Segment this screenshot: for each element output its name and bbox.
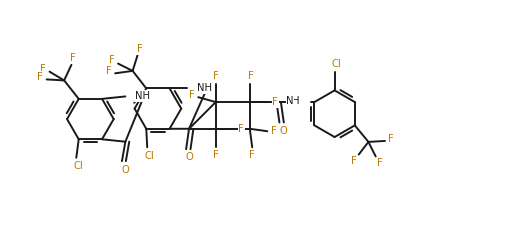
Text: NH: NH (197, 83, 212, 93)
Text: F: F (70, 52, 75, 62)
Text: O: O (279, 126, 287, 136)
Text: F: F (106, 66, 112, 76)
Text: F: F (238, 124, 244, 134)
Text: F: F (213, 150, 218, 160)
Text: Cl: Cl (332, 59, 342, 69)
Text: F: F (213, 71, 218, 81)
Text: Cl: Cl (73, 161, 83, 171)
Text: F: F (249, 150, 255, 160)
Text: N: N (286, 96, 294, 106)
Text: NH: NH (135, 91, 150, 101)
Text: F: F (271, 126, 277, 136)
Text: F: F (388, 134, 394, 144)
Text: O: O (121, 165, 129, 175)
Text: Cl: Cl (144, 150, 154, 161)
Text: F: F (40, 64, 46, 74)
Text: F: F (248, 71, 254, 81)
Text: H: H (292, 96, 299, 106)
Text: F: F (272, 97, 278, 107)
Text: F: F (188, 90, 194, 100)
Text: F: F (109, 55, 115, 65)
Text: O: O (185, 152, 193, 163)
Text: F: F (37, 71, 43, 81)
Text: F: F (136, 44, 142, 54)
Text: F: F (377, 158, 383, 168)
Text: F: F (351, 156, 357, 166)
